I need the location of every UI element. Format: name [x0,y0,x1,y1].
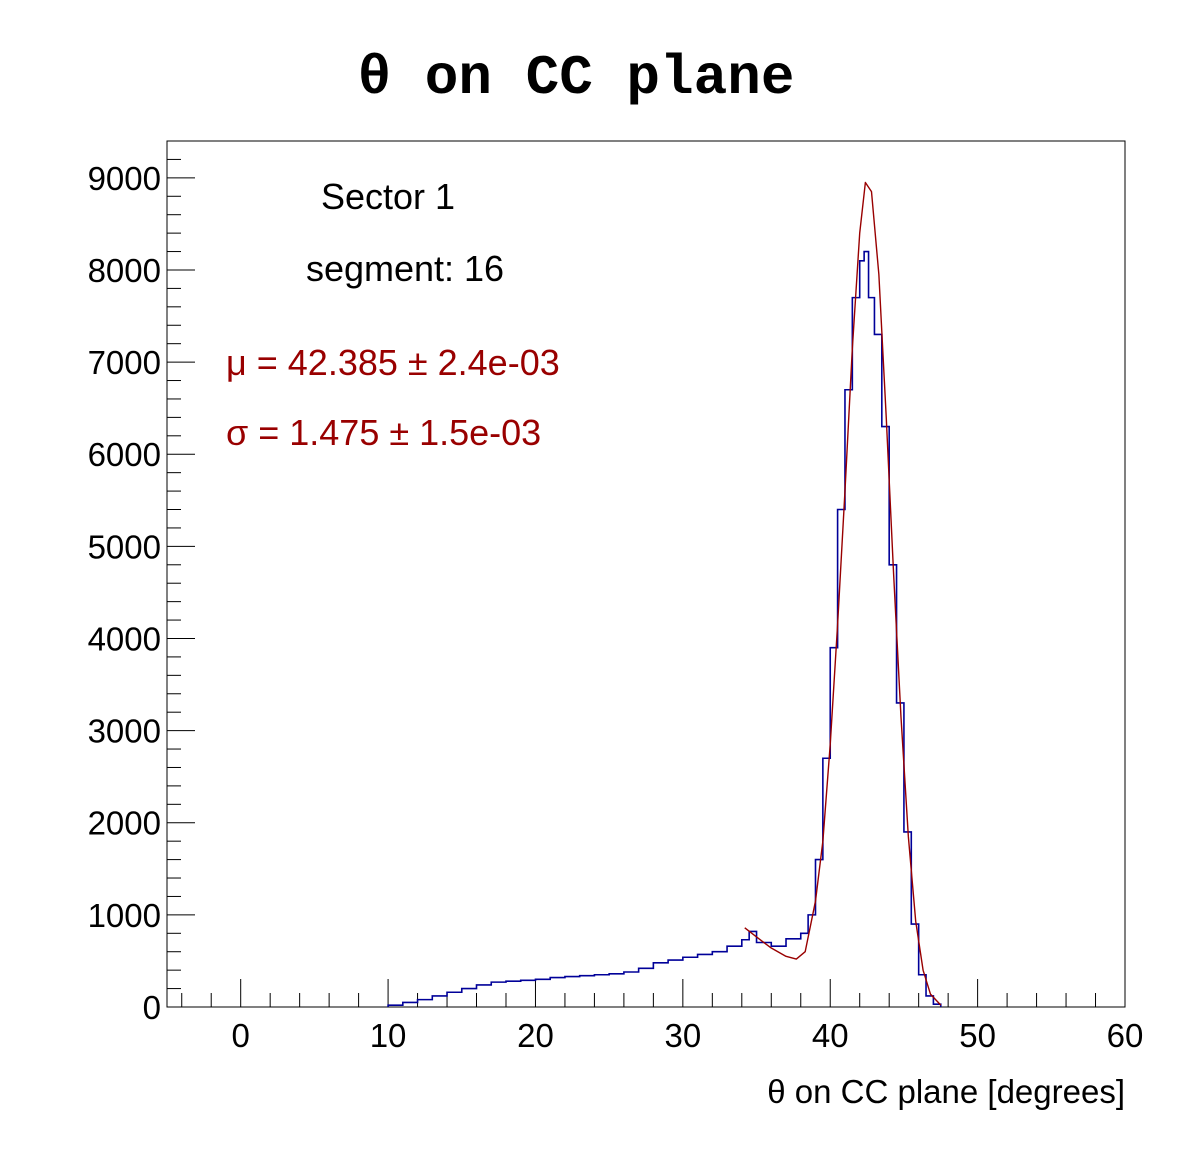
axis-tick-labels: 0 10 20 30 40 50 60 0 1000 2000 3000 4000 5000 6000 70… [88,160,1144,1054]
annotation-sigma: σ = 1.475 ± 1.5e-03 [226,412,541,453]
annotation-segment: segment: 16 [306,248,504,289]
plot-area [166,140,1126,1008]
x-tick-label: 60 [1107,1017,1144,1054]
chart-title: θ on CC plane [358,46,795,110]
x-tick-label: 30 [664,1017,701,1054]
y-tick-label: 2000 [88,805,161,842]
y-tick-label: 1000 [88,897,161,934]
y-tick-label: 3000 [88,713,161,750]
x-tick-label: 10 [370,1017,407,1054]
x-tick-label: 20 [517,1017,554,1054]
y-tick-label: 8000 [88,252,161,289]
y-tick-label: 0 [143,989,161,1026]
y-tick-label: 4000 [88,620,161,657]
annotation-mu: μ = 42.385 ± 2.4e-03 [226,342,560,383]
y-tick-label: 6000 [88,436,161,473]
y-tick-label: 5000 [88,528,161,565]
x-tick-label: 50 [959,1017,996,1054]
fit-curve [744,181,942,1006]
annotation-sector: Sector 1 [321,176,455,217]
x-axis-label: θ on CC plane [degrees] [767,1073,1125,1110]
x-tick-label: 0 [232,1017,250,1054]
x-tick-label: 40 [812,1017,849,1054]
plot-frame [166,140,1126,1008]
histogram-line [387,250,942,1007]
series-layer [387,181,942,1007]
y-tick-label: 7000 [88,344,161,381]
y-tick-label: 9000 [88,160,161,197]
